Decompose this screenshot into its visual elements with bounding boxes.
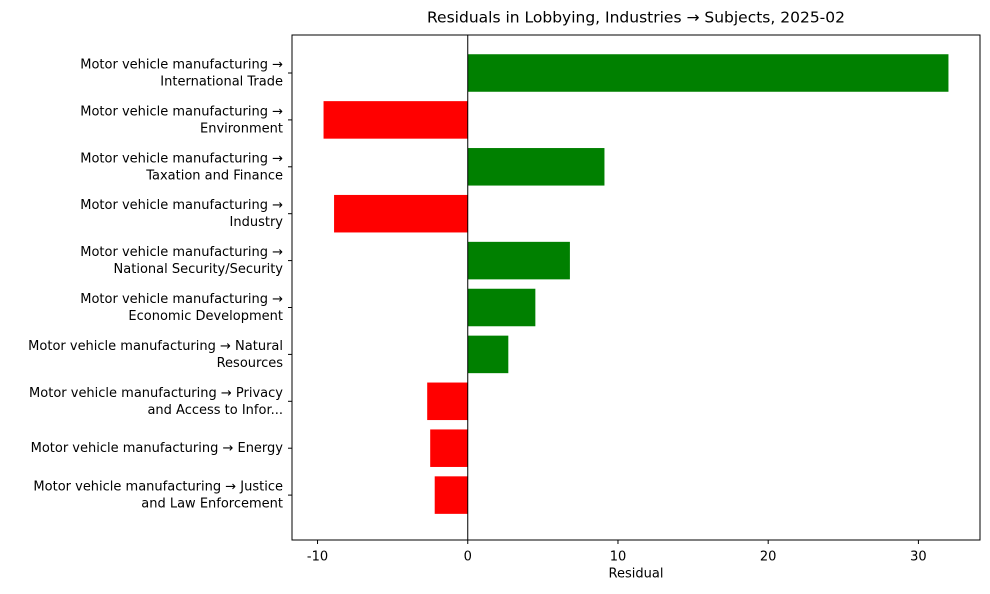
x-tick-label: 20 <box>760 550 777 565</box>
y-tick-label-line: Motor vehicle manufacturing → <box>80 292 283 307</box>
y-tick-label-line: Environment <box>200 121 283 136</box>
y-tick-label-line: Motor vehicle manufacturing → <box>80 198 283 213</box>
y-tick-label-line: Motor vehicle manufacturing → <box>80 57 283 72</box>
bar <box>467 241 570 280</box>
x-tick-label: 10 <box>610 550 627 565</box>
bar <box>430 429 468 467</box>
bar <box>467 288 536 327</box>
y-tick-label-line: Motor vehicle manufacturing → <box>80 151 283 166</box>
y-tick-label: Motor vehicle manufacturing → Industry <box>80 198 283 230</box>
y-tick-label-line: Motor vehicle manufacturing → <box>80 245 283 260</box>
x-tick-label: 30 <box>910 550 927 565</box>
y-tick-label: Motor vehicle manufacturing → National Se… <box>80 245 283 277</box>
y-tick-label-line: Resources <box>217 355 284 370</box>
y-tick-label-line: Motor vehicle manufacturing → Justice <box>33 479 283 494</box>
bar <box>467 335 509 374</box>
y-tick-label-line: Industry <box>230 215 284 230</box>
x-tick-label: 0 <box>464 550 472 565</box>
x-axis-label: Residual <box>609 567 664 582</box>
y-tick-label: Motor vehicle manufacturing → Economic De… <box>80 292 283 324</box>
bar <box>323 101 468 139</box>
y-tick-label-line: International Trade <box>160 74 283 89</box>
x-tick-label: -10 <box>307 550 328 565</box>
y-tick-label-line: Motor vehicle manufacturing → Privacy <box>29 385 283 400</box>
y-tick-label-line: Motor vehicle manufacturing → Natural <box>28 338 283 353</box>
y-tick-label: Motor vehicle manufacturing → Justice and… <box>33 479 283 511</box>
y-tick-label-line: Economic Development <box>128 309 283 324</box>
y-tick-label: Motor vehicle manufacturing → Internation… <box>80 57 283 89</box>
bar <box>427 382 468 421</box>
y-tick-label: Motor vehicle manufacturing → Energy <box>31 441 284 456</box>
y-tick-label: Motor vehicle manufacturing → Natural Res… <box>28 338 283 370</box>
y-tick-label-line: Motor vehicle manufacturing → <box>80 104 283 119</box>
y-tick-label-line: and Access to Infor... <box>147 402 283 417</box>
bar <box>467 148 605 186</box>
y-tick-label: Motor vehicle manufacturing → Taxation an… <box>80 151 283 183</box>
y-tick-label-line: Motor vehicle manufacturing → Energy <box>31 441 284 456</box>
bar <box>434 476 468 514</box>
bar <box>467 54 949 92</box>
y-tick-label-line: and Law Enforcement <box>141 496 283 511</box>
y-tick-label-line: Taxation and Finance <box>145 168 283 183</box>
bar <box>334 194 468 233</box>
y-tick-label: Motor vehicle manufacturing → Environment <box>80 104 283 136</box>
y-tick-label: Motor vehicle manufacturing → Privacy and… <box>29 385 283 417</box>
chart-title: Residuals in Lobbying, Industries → Subj… <box>427 9 845 27</box>
plot-frame <box>291 34 981 541</box>
y-tick-label-line: National Security/Security <box>114 262 284 277</box>
